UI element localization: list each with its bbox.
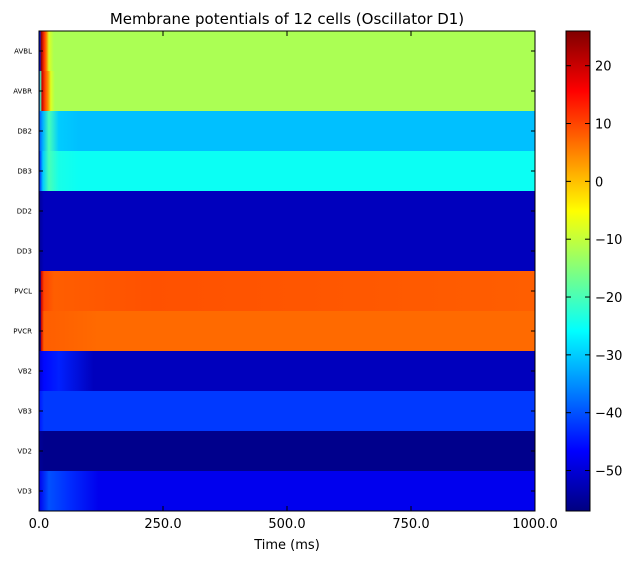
heatmap-row-vb3 <box>39 391 535 432</box>
row-label: VB2 <box>18 368 32 376</box>
colorbar-tick-label: 0 <box>595 175 603 190</box>
row-label: VD2 <box>17 448 32 456</box>
heatmap-row-pvcl <box>39 271 535 312</box>
x-tick-label: 0.0 <box>29 517 50 532</box>
row-label: PVCR <box>13 328 32 336</box>
heatmap-row-avbl <box>39 31 535 72</box>
heatmap-row-pvcr <box>39 311 535 352</box>
heatmap-row-vb2 <box>39 351 535 392</box>
heatmap-rows: AVBL AVBR DB2 DB3 DD2 DD3 PVCL PVCR VB2 VB3 VD2 VD3 <box>13 31 535 512</box>
row-label: VD3 <box>17 488 32 496</box>
colorbar-tick-label: −30 <box>595 349 622 364</box>
row-label: DD2 <box>17 208 32 216</box>
x-tick-label: 250.0 <box>144 517 181 532</box>
row-label: AVBR <box>13 88 32 96</box>
heatmap-row-vd2 <box>39 431 535 472</box>
x-tick-label: 1000.0 <box>512 517 558 532</box>
heatmap-row-vd3 <box>39 471 535 512</box>
colorbar-tick-label: −10 <box>595 233 622 248</box>
row-label: AVBL <box>14 48 32 56</box>
heatmap-row-db3 <box>39 151 535 192</box>
x-tick-label: 500.0 <box>268 517 305 532</box>
row-label: VB3 <box>18 408 32 416</box>
heatmap-row-db2 <box>39 111 535 152</box>
heatmap-row-avbr <box>39 71 535 112</box>
chart-title: Membrane potentials of 12 cells (Oscilla… <box>110 10 464 28</box>
heatmap-row-dd2 <box>39 191 535 232</box>
colorbar-tick-label: 20 <box>595 60 612 75</box>
row-label: DB2 <box>17 128 32 136</box>
colorbar: −50 −40 −30 −20 −10 0 10 20 <box>565 30 622 512</box>
colorbar-tick-label: −20 <box>595 291 622 306</box>
x-axis: 0.0 250.0 500.0 750.0 1000.0 <box>29 31 558 532</box>
colorbar-tick-label: −50 <box>595 465 622 480</box>
colorbar-scale <box>565 30 591 512</box>
row-label: DD3 <box>17 248 32 256</box>
colorbar-tick-label: −40 <box>595 407 622 422</box>
colorbar-tick-label: 10 <box>595 118 612 133</box>
heatmap-row-dd3 <box>39 231 535 272</box>
x-axis-label: Time (ms) <box>253 538 320 553</box>
x-tick-label: 750.0 <box>392 517 429 532</box>
row-label: PVCL <box>14 288 32 296</box>
row-label: DB3 <box>17 168 32 176</box>
